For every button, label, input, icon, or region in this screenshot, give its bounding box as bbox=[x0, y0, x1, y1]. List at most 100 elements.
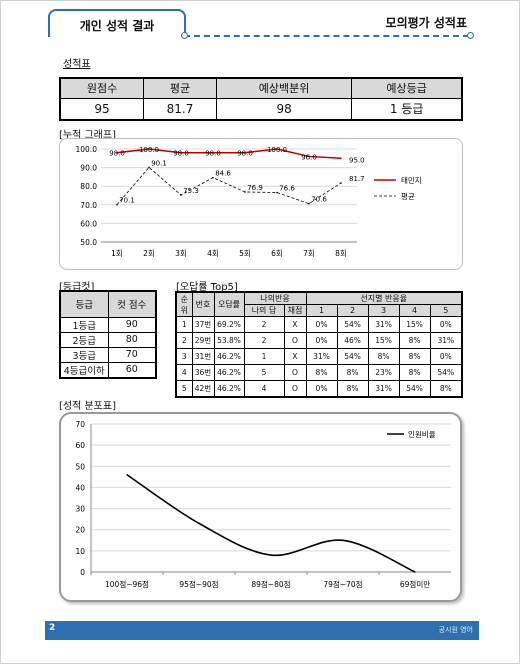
top5-cell: 37번 bbox=[191, 316, 215, 333]
cut-score-cell: 90 bbox=[107, 316, 157, 333]
score-value-average: 81.7 bbox=[143, 97, 217, 121]
table-row: 5 42번 46.2% 4 O 0% 8% 31% 54% 8% bbox=[175, 380, 463, 397]
x-tick-label: 6회 bbox=[271, 249, 283, 258]
data-label: 96.0 bbox=[301, 153, 317, 161]
data-point bbox=[276, 148, 278, 150]
top5-header-rank: 순위 bbox=[175, 291, 193, 317]
data-point bbox=[414, 571, 416, 573]
cut-grade-cell: 3등급 bbox=[59, 346, 109, 363]
top5-cell: 0% bbox=[429, 348, 463, 365]
data-label: 98.0 bbox=[205, 150, 221, 158]
x-tick-label: 8회 bbox=[335, 249, 347, 258]
x-tick-label: 69점미만 bbox=[400, 579, 430, 589]
legend-label: 평균 bbox=[401, 191, 415, 201]
legend-label: 인원비율 bbox=[408, 429, 436, 439]
top5-cell: 2 bbox=[243, 332, 285, 349]
top5-header-choice-1: 1 bbox=[305, 304, 338, 317]
top5-cell: 46.2% bbox=[213, 380, 245, 397]
top5-cell: 0% bbox=[429, 316, 463, 333]
top5-cell: 54% bbox=[336, 316, 369, 333]
top5-cell: 8% bbox=[398, 364, 431, 381]
data-point bbox=[116, 151, 118, 154]
top5-cell: 8% bbox=[367, 348, 400, 365]
score-header-raw: 원점수 bbox=[59, 77, 145, 99]
score-table: 원점수 평균 예상백분위 예상등급 95 81.7 98 1 등급 bbox=[59, 77, 463, 121]
score-table-value-row: 95 81.7 98 1 등급 bbox=[59, 97, 463, 121]
cut-score-cell: 80 bbox=[107, 331, 157, 348]
distribution-section-title: [성적 분포표] bbox=[59, 401, 116, 412]
top5-header-choice-2: 2 bbox=[336, 304, 369, 317]
top5-header-choice-4: 4 bbox=[398, 304, 431, 317]
top5-cell: O bbox=[283, 332, 307, 349]
top5-cell: 1 bbox=[243, 348, 285, 365]
data-point bbox=[308, 202, 310, 205]
table-row: 1등급 90 bbox=[59, 316, 157, 333]
y-tick-label: 80.0 bbox=[80, 182, 97, 191]
score-section-title: 성적표 bbox=[63, 59, 91, 70]
x-tick-label: 89점~80점 bbox=[251, 579, 290, 589]
header-dot-right bbox=[467, 32, 474, 39]
top5-cell: 8% bbox=[336, 364, 369, 381]
data-label: 98.0 bbox=[109, 150, 125, 158]
top5-cell: 46% bbox=[336, 332, 369, 349]
data-point bbox=[340, 157, 342, 160]
top5-header-choice-rate: 선지별 반응율 bbox=[305, 291, 463, 305]
top5-cell: 2 bbox=[175, 332, 193, 349]
data-label: 100.0 bbox=[267, 146, 287, 154]
table-row: 4 36번 46.2% 5 O 8% 8% 23% 8% 54% bbox=[175, 364, 463, 381]
cumulative-section-title: [누적 그래프] bbox=[59, 130, 116, 141]
cut-header-score: 컷 점수 bbox=[107, 290, 157, 318]
table-row: 2 29번 53.8% 2 O 0% 46% 15% 8% 31% bbox=[175, 332, 463, 349]
top5-cell: 5 bbox=[175, 380, 193, 397]
cut-section-title: [등급컷] bbox=[59, 282, 95, 293]
top5-cell: 8% bbox=[398, 332, 431, 349]
table-row: 4등급이하 60 bbox=[59, 361, 157, 378]
x-tick-label: 5회 bbox=[239, 249, 251, 258]
y-tick-label: 60 bbox=[75, 441, 85, 450]
top5-cell: 4 bbox=[243, 380, 285, 397]
y-tick-label: 100.0 bbox=[76, 145, 98, 154]
top5-cell: 46.2% bbox=[213, 364, 245, 381]
y-tick-label: 90.0 bbox=[80, 164, 97, 173]
top5-cell: 46.2% bbox=[213, 348, 245, 365]
top5-cell: 31% bbox=[305, 348, 338, 365]
top5-cell: 31% bbox=[429, 332, 463, 349]
score-header-percentile: 예상백분위 bbox=[215, 77, 353, 99]
top5-header-number: 번호 bbox=[191, 291, 215, 317]
distribution-line-chart: 0 10 20 30 40 50 60 70 100점~96점 95점~90점 89점~80점 79점… bbox=[75, 420, 451, 589]
data-label: 98.0 bbox=[173, 150, 189, 158]
top5-cell: 31% bbox=[367, 316, 400, 333]
table-row: 3등급 70 bbox=[59, 346, 157, 363]
top5-cell: 23% bbox=[367, 364, 400, 381]
y-tick-label: 60.0 bbox=[80, 219, 97, 228]
top5-cell: 8% bbox=[429, 380, 463, 397]
data-point bbox=[180, 151, 182, 154]
data-point bbox=[276, 191, 278, 194]
distribution-chart-frame bbox=[59, 412, 462, 602]
score-table-header-row: 원점수 평균 예상백분위 예상등급 bbox=[59, 77, 463, 99]
data-point bbox=[342, 539, 344, 541]
top5-cell: 54% bbox=[398, 380, 431, 397]
footer-text: 공시원 영어 bbox=[438, 626, 473, 634]
data-point bbox=[308, 155, 310, 158]
data-label: 90.1 bbox=[151, 159, 167, 167]
header-tab-title: 개인 성적 결과 bbox=[79, 19, 155, 33]
top5-cell: 1 bbox=[175, 316, 193, 333]
data-label: 95.0 bbox=[349, 156, 365, 164]
x-tick-label: 95점~90점 bbox=[179, 579, 218, 589]
legend-label: 태민지 bbox=[401, 175, 422, 185]
score-header-grade: 예상등급 bbox=[351, 77, 463, 99]
data-point bbox=[340, 182, 342, 184]
data-point bbox=[198, 522, 200, 524]
page-number: 2 bbox=[49, 623, 56, 633]
cut-grade-cell: 4등급이하 bbox=[59, 361, 109, 378]
table-row: 3 31번 46.2% 1 X 31% 54% 8% 8% 0% bbox=[175, 348, 463, 365]
y-tick-label: 40 bbox=[75, 483, 85, 492]
top5-cell: 0% bbox=[305, 316, 338, 333]
y-tick-label: 0 bbox=[80, 568, 85, 577]
top5-cell: 69.2% bbox=[213, 316, 245, 333]
top5-header-choice-5: 5 bbox=[429, 304, 463, 317]
score-value-raw: 95 bbox=[59, 97, 145, 121]
top5-header-choice-3: 3 bbox=[367, 304, 400, 317]
top5-cell: O bbox=[283, 380, 307, 397]
